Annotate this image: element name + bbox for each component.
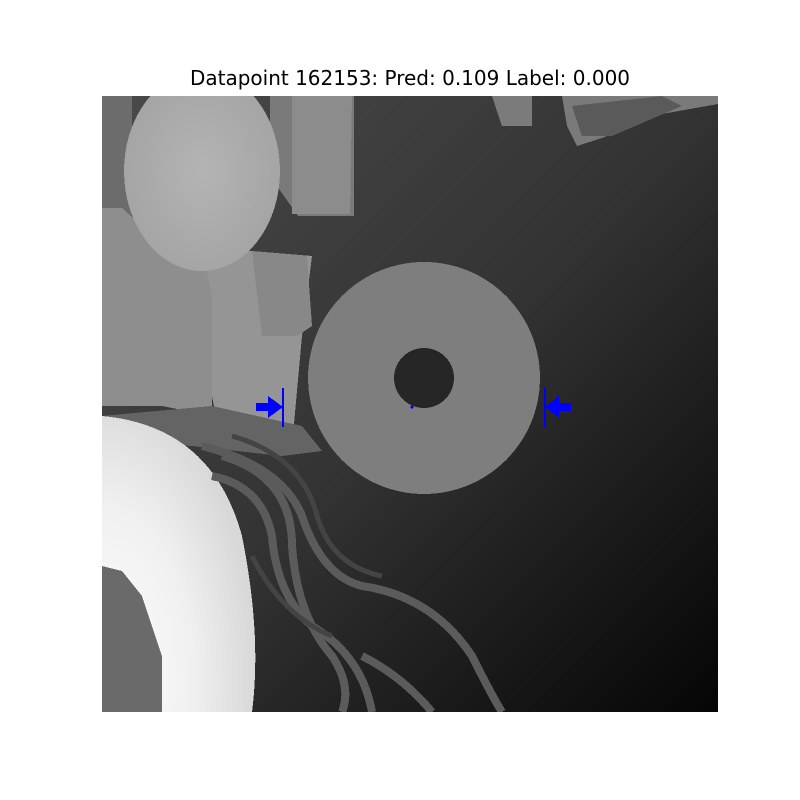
figure-title: Datapoint 162153: Pred: 0.109 Label: 0.0… (189, 66, 631, 90)
cable-strands (201, 442, 506, 712)
donut-hole (394, 348, 454, 408)
oval-object (124, 96, 280, 271)
depth-image (102, 96, 718, 712)
right-arrow-marker (544, 388, 571, 427)
left-arrow-marker (256, 388, 284, 427)
